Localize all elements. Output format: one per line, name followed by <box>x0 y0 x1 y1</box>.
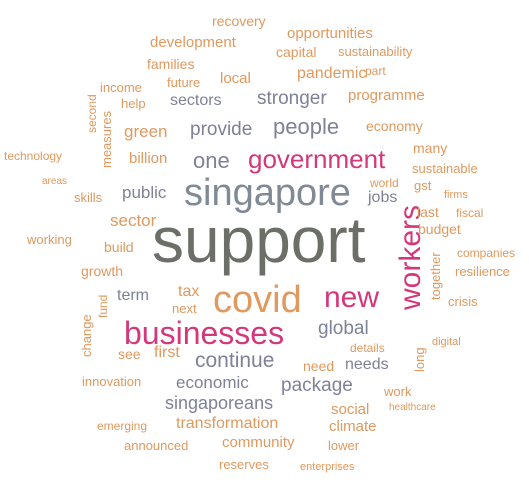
word-billion: billion <box>129 150 168 167</box>
word-package: package <box>281 375 353 396</box>
word-announced: announced <box>124 438 189 453</box>
word-economy: economy <box>366 118 423 134</box>
word-families: families <box>147 56 195 72</box>
word-capital: capital <box>276 44 317 60</box>
word-continue: continue <box>195 349 275 372</box>
word-tax: tax <box>178 283 200 300</box>
word-skills: skills <box>74 190 103 205</box>
word-last: last <box>417 204 439 220</box>
word-singaporeans: singaporeans <box>165 393 274 413</box>
word-green: green <box>124 122 168 141</box>
word-local: local <box>220 70 251 87</box>
word-next: next <box>172 301 197 316</box>
word-support: support <box>152 204 366 276</box>
word-details: details <box>350 341 385 355</box>
word-second: second <box>85 94 99 133</box>
word-first: first <box>154 344 180 361</box>
word-lower: lower <box>328 438 360 453</box>
word-measures: measures <box>99 110 114 168</box>
word-pandemic: pandemic <box>297 65 367 82</box>
word-working: working <box>27 232 72 247</box>
word-crisis: crisis <box>448 294 478 309</box>
word-future: future <box>167 75 201 90</box>
word-income: income <box>100 80 142 95</box>
word-work: work <box>384 384 412 399</box>
word-provide: provide <box>190 119 253 140</box>
word-emerging: emerging <box>97 419 148 433</box>
word-people: people <box>273 114 340 139</box>
word-help: help <box>121 96 146 111</box>
word-build: build <box>104 239 134 255</box>
word-sectors: sectors <box>170 92 222 109</box>
word-singapore: singapore <box>184 172 351 214</box>
word-many: many <box>413 140 448 156</box>
word-resilience: resilience <box>455 264 510 279</box>
word-part: part <box>365 64 386 78</box>
word-development: development <box>150 34 236 51</box>
word-healthcare: healthcare <box>389 402 436 413</box>
word-one: one <box>193 148 230 173</box>
word-sustainable: sustainable <box>412 161 478 176</box>
word-social: social <box>331 401 370 418</box>
word-digital: digital <box>432 336 461 348</box>
word-companies: companies <box>457 246 516 260</box>
word-innovation: innovation <box>82 374 142 389</box>
word-fund: fund <box>96 294 110 318</box>
word-new: new <box>324 281 380 314</box>
word-opportunities: opportunities <box>287 25 373 42</box>
word-jobs: jobs <box>368 189 398 206</box>
word-areas: areas <box>42 176 68 187</box>
word-together: together <box>428 252 443 300</box>
word-growth: growth <box>81 263 124 279</box>
word-change: change <box>79 314 94 357</box>
word-firms: firms <box>444 189 468 201</box>
word-technology: technology <box>4 149 63 163</box>
word-economic: economic <box>176 373 249 392</box>
word-term: term <box>117 287 149 304</box>
word-budget: budget <box>418 221 461 237</box>
word-long: long <box>412 347 427 372</box>
word-government: government <box>248 144 386 174</box>
word-recovery: recovery <box>212 13 266 29</box>
word-businesses: businesses <box>124 315 285 351</box>
word-transformation: transformation <box>176 415 279 432</box>
word-covid: covid <box>213 279 302 321</box>
word-enterprises: enterprises <box>300 461 355 473</box>
word-needs: needs <box>345 356 389 373</box>
word-programme: programme <box>348 87 425 104</box>
word-fiscal: fiscal <box>456 206 484 220</box>
word-world: world <box>370 176 399 190</box>
word-gst: gst <box>414 178 432 193</box>
word-public: public <box>122 183 167 202</box>
word-sustainability: sustainability <box>338 44 413 59</box>
word-stronger: stronger <box>257 88 327 109</box>
word-community: community <box>222 434 295 451</box>
word-need: need <box>303 358 335 374</box>
word-reserves: reserves <box>219 457 269 472</box>
word-global: global <box>318 318 369 339</box>
word-see: see <box>118 346 141 362</box>
word-sector: sector <box>110 211 157 230</box>
word-climate: climate <box>329 418 377 435</box>
